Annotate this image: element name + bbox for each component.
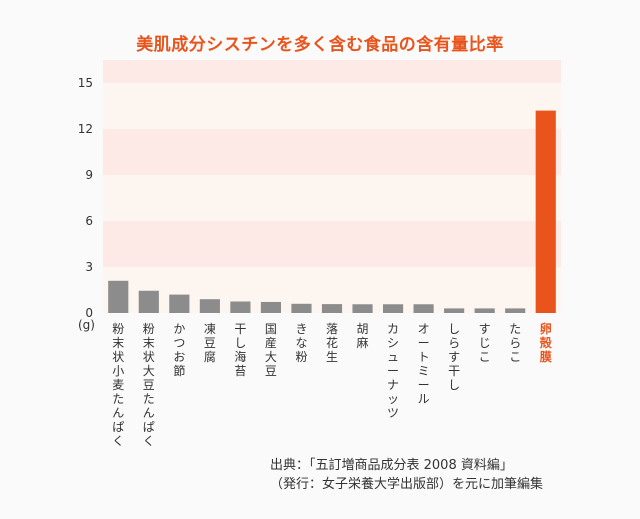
y-tick-label: 3	[85, 260, 93, 274]
y-axis-unit: (g)	[78, 318, 95, 332]
x-tick-label: カシューナッツ	[387, 322, 399, 420]
x-tick-label: きな粉	[295, 322, 307, 364]
bar	[291, 303, 312, 313]
plot-band	[103, 83, 561, 129]
bar	[413, 304, 434, 313]
x-tick-label: たらこ	[509, 322, 521, 364]
x-tick-label: かつお節	[173, 322, 185, 378]
y-tick-label: 12	[78, 122, 93, 136]
x-tick-label: 国産大豆	[265, 322, 277, 378]
plot-band	[103, 175, 561, 221]
y-tick-label: 9	[85, 168, 93, 182]
bar	[535, 110, 556, 313]
x-tick-label: 粉末状大豆たんぱく	[143, 322, 155, 448]
x-tick-label: 胡麻	[357, 322, 369, 350]
bar	[169, 294, 190, 313]
x-tick-label: 粉末状小麦たんぱく	[112, 322, 124, 448]
bar	[199, 299, 220, 313]
bar	[321, 304, 343, 313]
bar	[474, 308, 495, 313]
y-tick-label: 6	[85, 214, 93, 228]
source-note: 出典：「五訂増商品成分表 2008 資料編」 （発行：女子栄養大学出版部）を元に…	[270, 456, 543, 494]
bar	[352, 304, 373, 313]
source-line-1: 出典：「五訂増商品成分表 2008 資料編」	[270, 458, 513, 473]
plot-band	[103, 221, 561, 267]
x-tick-label: 凍豆腐	[204, 322, 216, 364]
bar	[382, 304, 404, 313]
bar	[505, 308, 526, 313]
x-tick-label: すじこ	[479, 322, 491, 364]
x-tick-label: しらす干し	[448, 322, 460, 392]
plot-band	[103, 60, 561, 83]
bar	[260, 301, 282, 313]
x-tick-label: 落花生	[326, 322, 338, 364]
x-tick-label: 干し海苔	[234, 322, 246, 378]
x-tick-label: オートミール	[418, 322, 430, 406]
bar	[230, 301, 251, 313]
x-tick-label: 卵殻膜	[540, 321, 553, 364]
bar	[138, 290, 159, 313]
bar	[444, 308, 465, 313]
y-tick-label: 0	[85, 306, 93, 320]
bar	[108, 280, 129, 313]
chart-title: 美肌成分シスチンを多く含む食品の含有量比率	[136, 35, 504, 55]
source-line-2: （発行：女子栄養大学出版部）を元に加筆編集	[270, 477, 544, 492]
y-tick-label: 15	[78, 76, 93, 90]
plot-band	[103, 129, 561, 175]
